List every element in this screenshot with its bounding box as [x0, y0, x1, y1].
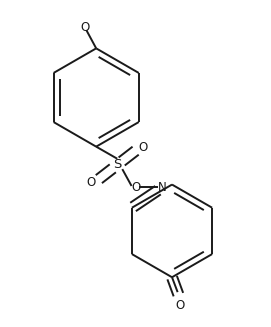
Text: O: O	[80, 21, 90, 34]
Text: O: O	[131, 181, 140, 194]
Text: O: O	[176, 299, 185, 312]
Text: N: N	[158, 181, 167, 194]
Text: S: S	[113, 158, 121, 171]
Text: O: O	[138, 141, 147, 154]
Text: O: O	[86, 176, 96, 189]
